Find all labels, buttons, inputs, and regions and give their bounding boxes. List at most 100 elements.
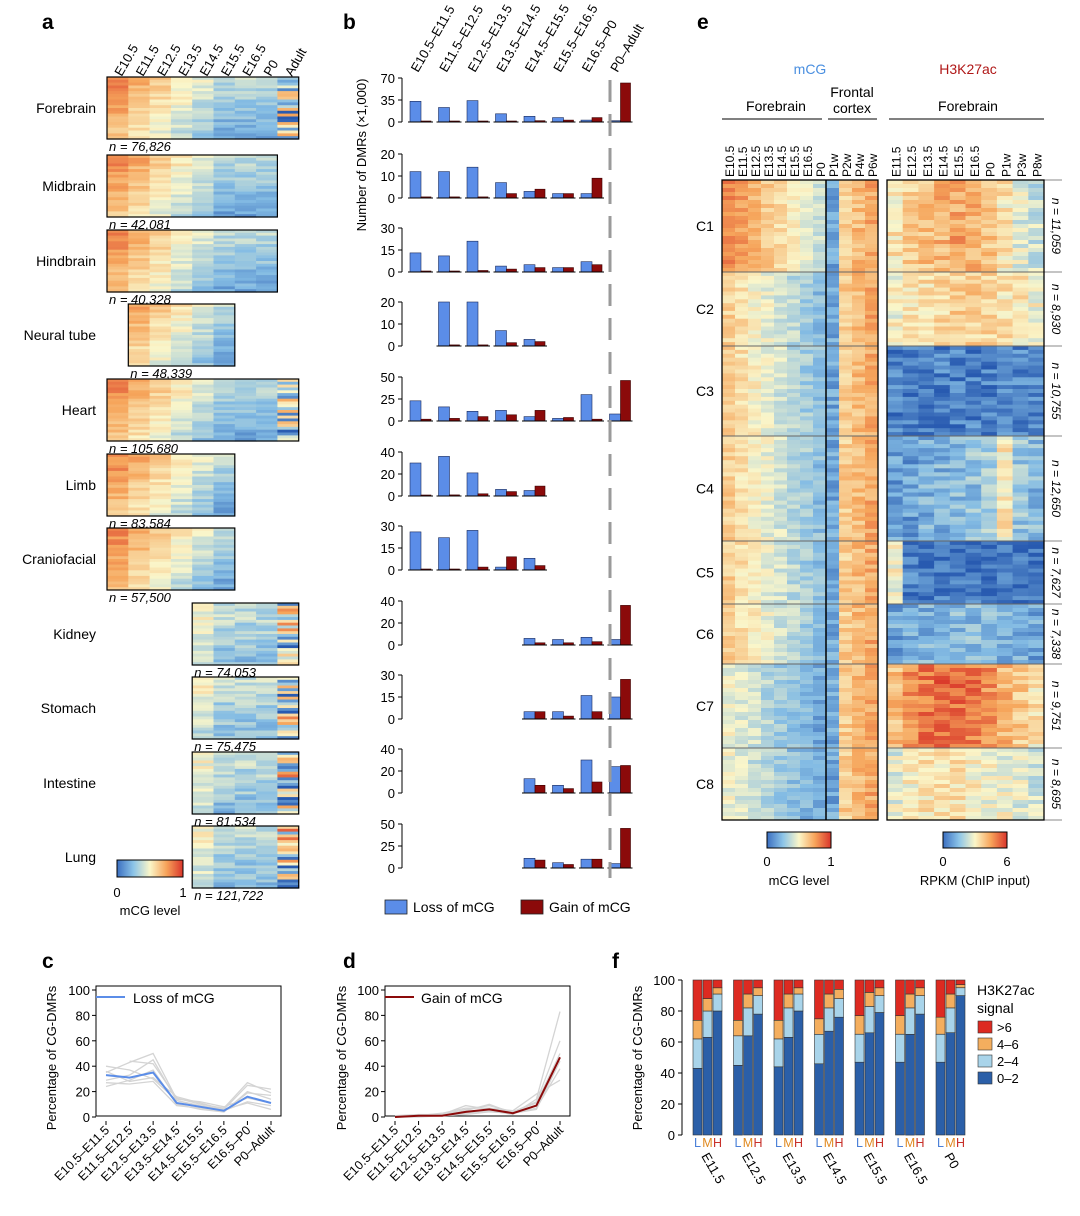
heatmap-cell xyxy=(170,127,193,132)
e-mcg-cell xyxy=(787,283,801,289)
legend-loss-label: Loss of mCG xyxy=(413,899,495,915)
heatmap-cell xyxy=(170,108,193,112)
heatmap-cell xyxy=(277,777,300,781)
e-mcg-cell xyxy=(800,537,814,542)
heatmap-cell xyxy=(256,677,278,681)
e-mcg-cell xyxy=(722,448,736,453)
e-h3k-cell xyxy=(965,180,982,185)
heatmap-cell xyxy=(107,246,129,251)
e-mcg-cell xyxy=(813,537,827,542)
e-h3k-cell xyxy=(918,604,935,609)
e-mcg-cell xyxy=(813,720,827,725)
e-fc-cell xyxy=(865,704,879,709)
e-h3k-cell xyxy=(1012,389,1029,394)
e-mcg-cell xyxy=(722,672,736,677)
heatmap-cell xyxy=(234,205,257,210)
e-h3k-cell xyxy=(996,353,1014,359)
e-h3k-cell xyxy=(934,500,951,506)
e-h3k-cell xyxy=(1028,444,1045,449)
e-fc-cell xyxy=(865,672,879,677)
e-mcg-cell xyxy=(787,576,801,581)
heatmap-cell xyxy=(128,581,151,585)
e-mcg-cell xyxy=(735,408,749,413)
e-fc-cell xyxy=(865,568,879,573)
e-fc-cell xyxy=(839,232,853,237)
e-fc-cell xyxy=(852,508,866,514)
heatmap-cell xyxy=(149,550,172,554)
heatmap-cell xyxy=(234,808,257,812)
heatmap-cell xyxy=(107,487,129,492)
e-mcg-cell xyxy=(787,656,801,661)
e-mcg-cell xyxy=(735,596,749,601)
e-h3k-cell xyxy=(949,357,966,363)
heatmap-cell xyxy=(256,157,278,162)
e-h3k-cell xyxy=(1028,592,1045,597)
e-h3k-cell xyxy=(996,656,1014,661)
e-h3k-cell xyxy=(981,404,998,410)
e-h3k-cell xyxy=(949,688,966,693)
e-h3k-cell xyxy=(981,240,998,245)
heatmap-cell xyxy=(107,79,129,84)
heatmap-cell xyxy=(256,398,278,403)
e-h3k-cell xyxy=(965,408,982,413)
heatmap-cell xyxy=(213,625,236,629)
heatmap-cell xyxy=(213,774,236,778)
e-h3k-cell xyxy=(918,544,935,550)
e-h3k-cell xyxy=(1012,636,1029,641)
e-mcg-cell xyxy=(748,232,762,237)
e-mcg-cell xyxy=(787,716,801,721)
e-h3k-cell xyxy=(934,272,951,277)
heatmap-cell xyxy=(107,197,129,201)
e-h3k-cell xyxy=(902,664,919,669)
e-mcg-cell xyxy=(722,188,736,193)
e-mcg-cell xyxy=(813,464,827,469)
e-h3k-cell xyxy=(996,212,1014,217)
heatmap-cell xyxy=(277,837,300,841)
e-mcg-cell xyxy=(800,303,814,308)
heatmap-cell xyxy=(192,842,215,847)
e-h3k-cell xyxy=(902,232,919,237)
e-fc-cell xyxy=(852,369,866,374)
e-fc-cell xyxy=(852,377,866,382)
e-mcg-cell xyxy=(722,692,736,697)
e-h3k-cell xyxy=(887,279,904,285)
e-h3k-cell xyxy=(965,716,982,721)
e-h3k-cell xyxy=(934,416,951,421)
e-h3k-cell xyxy=(996,724,1014,729)
e-h3k-cell xyxy=(981,696,998,701)
heatmap-cell xyxy=(170,390,193,394)
heatmap-cell xyxy=(213,811,236,815)
heatmap-cell xyxy=(192,617,215,621)
heatmap-cell xyxy=(192,122,215,126)
y-tick-label: 0 xyxy=(388,861,395,876)
e-h3k-cell xyxy=(1012,204,1029,209)
e-h3k-cell xyxy=(981,456,998,461)
heatmap-cell xyxy=(107,130,129,134)
heatmap-cell xyxy=(213,868,236,872)
e-h3k-cell xyxy=(887,537,904,542)
e-h3k-cell xyxy=(949,408,966,413)
heatmap-cell xyxy=(107,550,129,554)
e-mcg-cell xyxy=(800,664,814,669)
e-h3k-cell xyxy=(981,342,998,347)
e-h3k-cell xyxy=(996,500,1014,506)
heatmap-cell xyxy=(234,160,257,164)
e-h3k-cell xyxy=(918,396,935,402)
e-h3k-cell xyxy=(918,676,935,681)
heatmap-cell xyxy=(277,785,300,790)
e-h3k-cell xyxy=(934,404,951,410)
e-mcg-cell xyxy=(735,326,749,331)
e-mcg-cell xyxy=(722,592,736,597)
heatmap-cell xyxy=(149,174,172,179)
e-mcg-cell xyxy=(748,361,762,367)
heatmap-cell xyxy=(213,432,236,436)
heatmap-cell xyxy=(192,462,215,466)
e-fc-cell xyxy=(839,552,853,558)
heatmap-cell xyxy=(234,82,257,86)
e-fc-cell xyxy=(826,644,840,649)
heatmap-cell xyxy=(277,757,300,761)
heatmap-cell xyxy=(170,487,193,492)
e-mcg-cell xyxy=(735,676,749,681)
heatmap-cell xyxy=(213,544,236,549)
e-h3k-cell xyxy=(934,652,951,657)
